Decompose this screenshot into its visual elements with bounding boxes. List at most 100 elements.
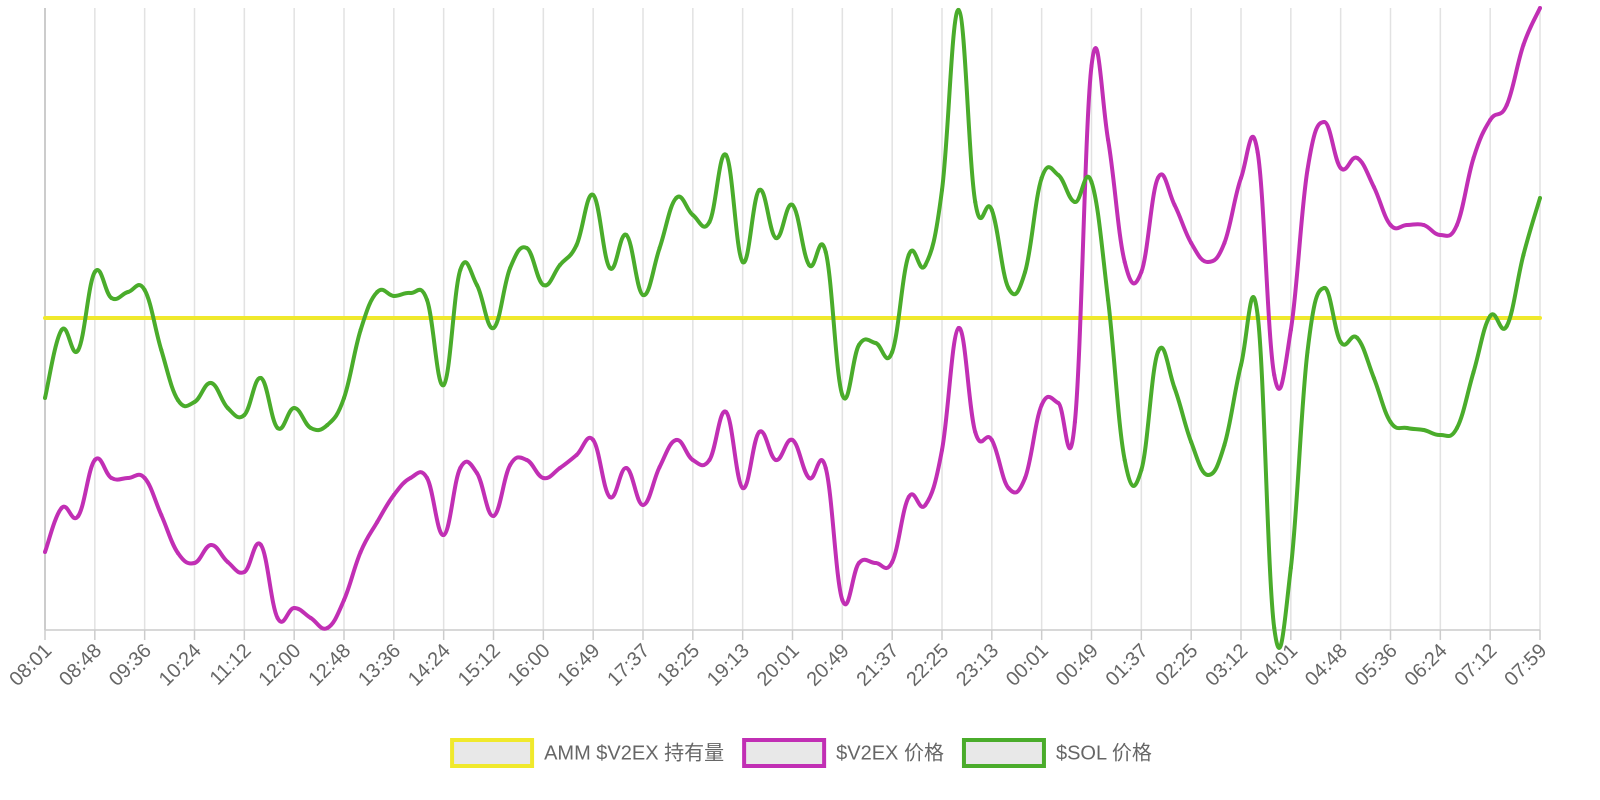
data-point <box>1039 316 1044 320</box>
data-point <box>1106 298 1111 302</box>
data-point <box>790 438 795 442</box>
data-point <box>275 426 280 430</box>
data-point <box>1438 433 1443 437</box>
data-point <box>1023 476 1028 480</box>
data-point <box>1056 316 1061 320</box>
data-point <box>674 438 679 442</box>
data-point <box>840 316 845 320</box>
data-point <box>823 316 828 320</box>
data-point <box>524 316 529 320</box>
data-point <box>524 246 529 250</box>
data-point <box>674 316 679 320</box>
data-point <box>674 196 679 200</box>
data-point <box>1305 168 1310 172</box>
data-point <box>192 316 197 320</box>
data-point <box>441 533 446 537</box>
data-point <box>1471 370 1476 374</box>
data-point <box>790 316 795 320</box>
data-point <box>1388 223 1393 227</box>
data-point <box>425 476 430 480</box>
data-point <box>574 316 579 320</box>
data-point <box>474 471 479 475</box>
data-point <box>707 220 712 224</box>
data-point <box>1139 468 1144 472</box>
data-point <box>790 203 795 207</box>
data-point <box>1288 328 1293 332</box>
data-point <box>441 383 446 387</box>
data-point <box>873 341 878 345</box>
x-tick-label: 11:12 <box>206 640 256 690</box>
data-point <box>541 476 546 480</box>
data-point <box>1338 316 1343 320</box>
data-point <box>225 560 230 564</box>
data-point <box>159 348 164 352</box>
data-point <box>557 466 562 470</box>
data-point <box>989 208 994 212</box>
data-point <box>308 426 313 430</box>
data-point <box>823 250 828 254</box>
x-tick-label: 07:59 <box>1500 640 1551 691</box>
data-point <box>773 458 778 462</box>
data-point <box>159 316 164 320</box>
data-point <box>308 316 313 320</box>
data-point <box>873 561 878 565</box>
data-point <box>508 463 513 467</box>
data-point <box>707 458 712 462</box>
data-point <box>624 466 629 470</box>
data-point <box>773 316 778 320</box>
data-point <box>591 316 596 320</box>
data-point <box>807 316 812 320</box>
data-point <box>890 316 895 320</box>
data-point <box>757 430 762 434</box>
data-point <box>1538 196 1542 200</box>
x-tick-label: 22:25 <box>902 640 953 691</box>
x-tick-label: 10:24 <box>155 640 206 691</box>
data-point <box>342 316 346 320</box>
data-point <box>906 495 911 499</box>
data-point <box>375 316 380 320</box>
data-point <box>1122 458 1127 462</box>
data-point <box>76 348 81 352</box>
data-point <box>1488 118 1493 122</box>
data-point <box>1454 223 1459 227</box>
data-point <box>209 316 214 320</box>
data-point <box>1205 260 1210 264</box>
data-point <box>641 316 645 320</box>
data-point <box>1438 316 1443 320</box>
data-point <box>1155 316 1160 320</box>
data-point <box>724 153 729 157</box>
data-point <box>59 506 64 510</box>
data-point <box>890 350 895 354</box>
data-point <box>1538 6 1542 10</box>
data-point <box>989 316 994 320</box>
data-point <box>1421 316 1426 320</box>
data-point <box>491 326 496 330</box>
data-point <box>159 513 164 517</box>
data-point <box>541 316 546 320</box>
x-tick-label: 12:00 <box>254 640 305 691</box>
data-point <box>275 616 280 620</box>
data-point <box>1388 316 1393 320</box>
data-point <box>358 550 363 554</box>
data-point <box>541 283 546 287</box>
data-point <box>1122 316 1127 320</box>
data-point <box>1488 314 1493 318</box>
data-point <box>92 458 97 462</box>
data-point <box>856 561 861 565</box>
data-point <box>1355 336 1360 340</box>
data-point <box>1521 316 1526 320</box>
data-point <box>491 514 496 518</box>
data-point <box>906 253 911 257</box>
data-point <box>408 476 413 480</box>
data-point <box>940 316 944 320</box>
data-point <box>474 316 479 320</box>
data-point <box>1405 316 1410 320</box>
x-tick-label: 21:37 <box>852 640 903 691</box>
data-point <box>973 430 978 434</box>
data-point <box>1288 566 1293 570</box>
data-point <box>192 400 197 404</box>
data-point <box>325 316 330 320</box>
data-point <box>1155 176 1160 180</box>
data-point <box>607 316 612 320</box>
data-point <box>1521 253 1526 257</box>
